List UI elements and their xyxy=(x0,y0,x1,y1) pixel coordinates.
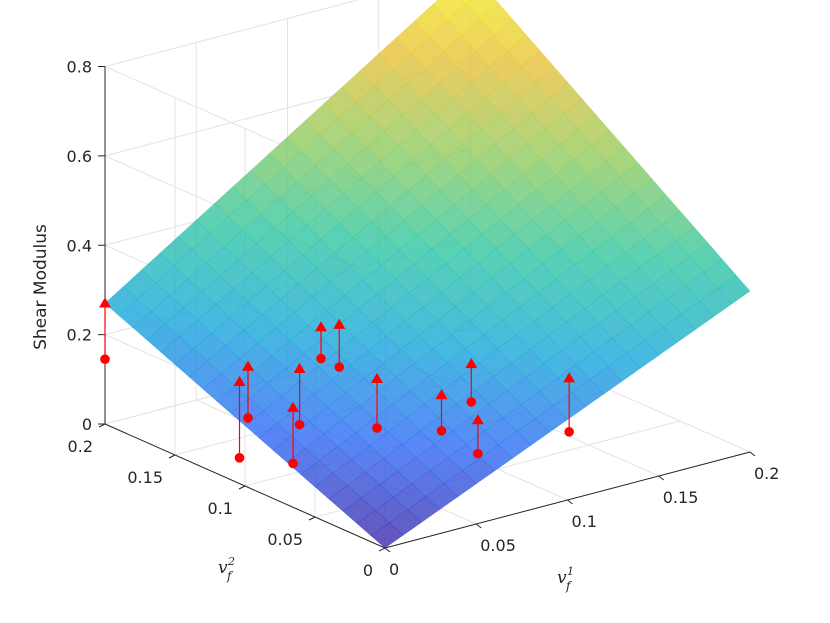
data-marker-circle xyxy=(372,423,382,433)
surface-patch xyxy=(433,0,467,20)
y-tick-mark xyxy=(238,485,246,490)
data-marker-circle xyxy=(100,354,110,365)
fit-marker-triangle xyxy=(435,389,448,400)
z-tick-label: 0 xyxy=(82,415,92,434)
y-tick-mark xyxy=(378,547,386,552)
x-tick-mark xyxy=(658,475,665,481)
x-tick-label: 0.15 xyxy=(663,488,699,507)
x-axis-title: v 1f xyxy=(557,565,574,593)
z-tick-label: 0.4 xyxy=(67,236,92,255)
axis-title-base: v xyxy=(557,568,567,588)
data-marker-circle xyxy=(564,427,574,437)
x-tick-mark xyxy=(384,547,391,553)
data-marker-circle xyxy=(243,413,253,423)
x-tick-label: 0.05 xyxy=(480,536,516,555)
data-marker-circle xyxy=(288,458,298,469)
data-marker-circle xyxy=(473,448,483,459)
y-axis-title: v 2f xyxy=(218,555,235,583)
data-marker-circle xyxy=(466,397,477,407)
y-tick-label: 0.1 xyxy=(208,499,233,518)
fit-marker-triangle xyxy=(371,372,383,384)
data-marker-circle xyxy=(234,453,245,463)
y-tick-label: 0 xyxy=(363,561,373,580)
axis-title-sub: f xyxy=(565,579,573,593)
tick-labels: 0 0.05 0.1 0.15 0.2 0 0.05 0.1 0.15 0.2 0 0.2 0.4 0.6… xyxy=(67,58,780,581)
fitted-surface xyxy=(104,0,751,549)
fit-marker-triangle xyxy=(233,375,246,387)
surface-patch xyxy=(462,0,470,4)
y-tick-label: 0.15 xyxy=(127,468,163,487)
data-marker-circle xyxy=(294,419,305,430)
surface-patch xyxy=(465,0,499,20)
y-tick-label: 0.2 xyxy=(68,437,93,456)
axis-title-base: v xyxy=(218,558,228,578)
fit-marker-triangle xyxy=(333,318,346,329)
x-tick-label: 0.2 xyxy=(754,464,779,483)
x-tick-label: 0 xyxy=(389,560,399,579)
fit-marker-triangle xyxy=(287,401,300,412)
data-marker-circle xyxy=(316,353,326,364)
y-tick-mark xyxy=(308,516,316,521)
z-axis-title: Shear Modulus xyxy=(31,224,51,350)
axis-title-sup: 2 xyxy=(227,555,235,568)
fit-marker-triangle xyxy=(293,362,306,373)
y-tick-mark xyxy=(168,454,176,459)
x-tick-mark xyxy=(567,499,573,505)
z-tick-label: 0.2 xyxy=(67,326,92,345)
y-tick-label: 0.05 xyxy=(267,530,303,549)
data-marker-circle xyxy=(436,425,447,436)
fit-marker-triangle xyxy=(99,297,111,308)
fit-marker-triangle xyxy=(465,357,478,369)
x-tick-mark xyxy=(475,523,482,529)
x-tick-mark xyxy=(749,451,756,457)
data-marker-circle xyxy=(334,362,345,372)
fit-marker-triangle xyxy=(315,321,327,332)
fit-marker-triangle xyxy=(471,414,484,425)
z-tick-label: 0.8 xyxy=(67,58,92,77)
data-points xyxy=(99,297,576,469)
fit-marker-triangle xyxy=(563,372,576,383)
z-tick-label: 0.6 xyxy=(67,147,92,166)
axis-lines xyxy=(98,66,756,553)
fit-marker-triangle xyxy=(242,360,254,371)
x-tick-label: 0.1 xyxy=(572,512,597,531)
axis-title-sub: f xyxy=(226,569,234,583)
axis-title-sup: 1 xyxy=(567,565,574,578)
